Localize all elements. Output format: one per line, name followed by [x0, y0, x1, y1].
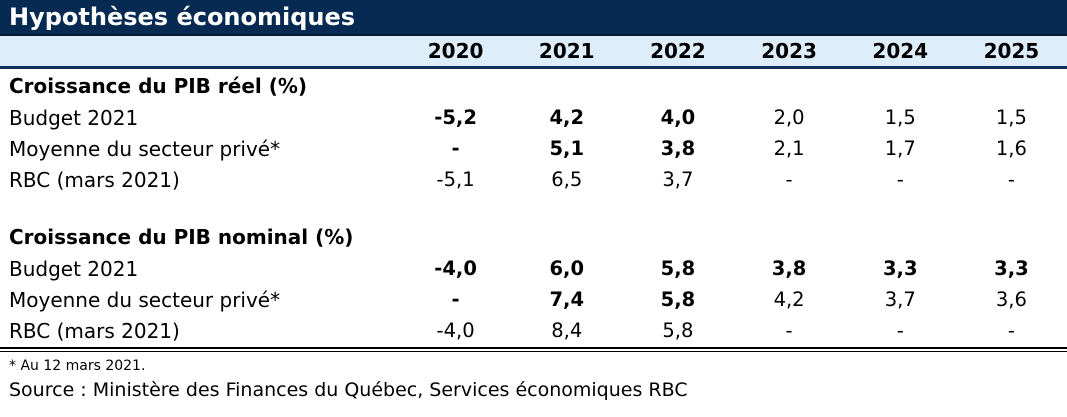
- value-cell: -5,1: [436, 168, 475, 191]
- row-label: RBC (mars 2021): [9, 318, 180, 343]
- value-cell: 4,2: [549, 106, 585, 129]
- row-label: Budget 2021: [9, 105, 139, 130]
- row-label: Moyenne du secteur privé*: [9, 287, 281, 312]
- value-cell: 6,0: [549, 257, 585, 280]
- value-cell: 1,5: [884, 106, 916, 129]
- value-cell: 3,6: [995, 288, 1027, 311]
- value-cell: 1,7: [884, 137, 916, 160]
- section-header-nominal-gdp: Croissance du PIB nominal (%): [0, 220, 1067, 253]
- table-bottom-rule: [0, 347, 1067, 352]
- value-cell: 2,0: [773, 106, 805, 129]
- value-cell: 5,8: [660, 288, 696, 311]
- year-column-header: 2021: [538, 39, 595, 63]
- value-cell: 3,7: [884, 288, 916, 311]
- value-cell: 6,5: [551, 168, 583, 191]
- value-cell: 3,3: [882, 257, 918, 280]
- year-column-header: 2023: [761, 39, 817, 63]
- table-row: Budget 2021 -5,2 4,2 4,0 2,0 1,5 1,5: [0, 102, 1067, 133]
- value-cell: -: [451, 288, 460, 311]
- section-header-real-gdp: Croissance du PIB réel (%): [0, 69, 1067, 102]
- value-cell: 4,2: [773, 288, 805, 311]
- year-column-header: 2022: [650, 39, 706, 63]
- year-column-header: 2025: [983, 39, 1040, 63]
- row-label: Moyenne du secteur privé*: [9, 136, 281, 161]
- year-column-header: 2024: [872, 39, 929, 63]
- footnote: * Au 12 mars 2021.: [9, 358, 146, 374]
- value-cell: -: [1007, 319, 1015, 342]
- year-column-header: 2020: [427, 39, 484, 63]
- table-row: Moyenne du secteur privé* - 5,1 3,8 2,1 …: [0, 133, 1067, 164]
- value-cell: -: [896, 319, 904, 342]
- table-row: RBC (mars 2021) -4,0 8,4 5,8 - - -: [0, 315, 1067, 346]
- value-cell: 8,4: [551, 319, 583, 342]
- value-cell: -: [451, 137, 460, 160]
- value-cell: 3,8: [771, 257, 807, 280]
- value-cell: 4,0: [660, 106, 696, 129]
- value-cell: -5,2: [434, 106, 477, 129]
- table-row: RBC (mars 2021) -5,1 6,5 3,7 - - -: [0, 164, 1067, 195]
- section-spacer: [0, 195, 1067, 220]
- value-cell: -4,0: [436, 319, 475, 342]
- section-title: Croissance du PIB nominal (%): [9, 224, 354, 249]
- year-header-row: 2020 2021 2022 2023 2024 2025: [0, 36, 1067, 69]
- value-cell: -4,0: [434, 257, 477, 280]
- value-cell: 5,1: [549, 137, 585, 160]
- value-cell: -: [896, 168, 904, 191]
- value-cell: 1,5: [995, 106, 1027, 129]
- value-cell: -: [785, 168, 793, 191]
- value-cell: 7,4: [549, 288, 585, 311]
- table-row: Budget 2021 -4,0 6,0 5,8 3,8 3,3 3,3: [0, 253, 1067, 284]
- value-cell: 3,3: [994, 257, 1029, 280]
- section-title: Croissance du PIB réel (%): [9, 73, 308, 98]
- table-title: Hypothèses économiques: [0, 0, 1067, 36]
- value-cell: 5,8: [660, 257, 696, 280]
- value-cell: 3,7: [662, 168, 694, 191]
- value-cell: 2,1: [773, 137, 805, 160]
- row-label: Budget 2021: [9, 256, 139, 281]
- value-cell: -: [785, 319, 793, 342]
- value-cell: 5,8: [662, 319, 694, 342]
- source-line: Source : Ministère des Finances du Québe…: [9, 379, 688, 401]
- value-cell: 3,8: [660, 137, 696, 160]
- value-cell: -: [1007, 168, 1015, 191]
- value-cell: 1,6: [995, 137, 1027, 160]
- row-label: RBC (mars 2021): [9, 167, 180, 192]
- table-row: Moyenne du secteur privé* - 7,4 5,8 4,2 …: [0, 284, 1067, 315]
